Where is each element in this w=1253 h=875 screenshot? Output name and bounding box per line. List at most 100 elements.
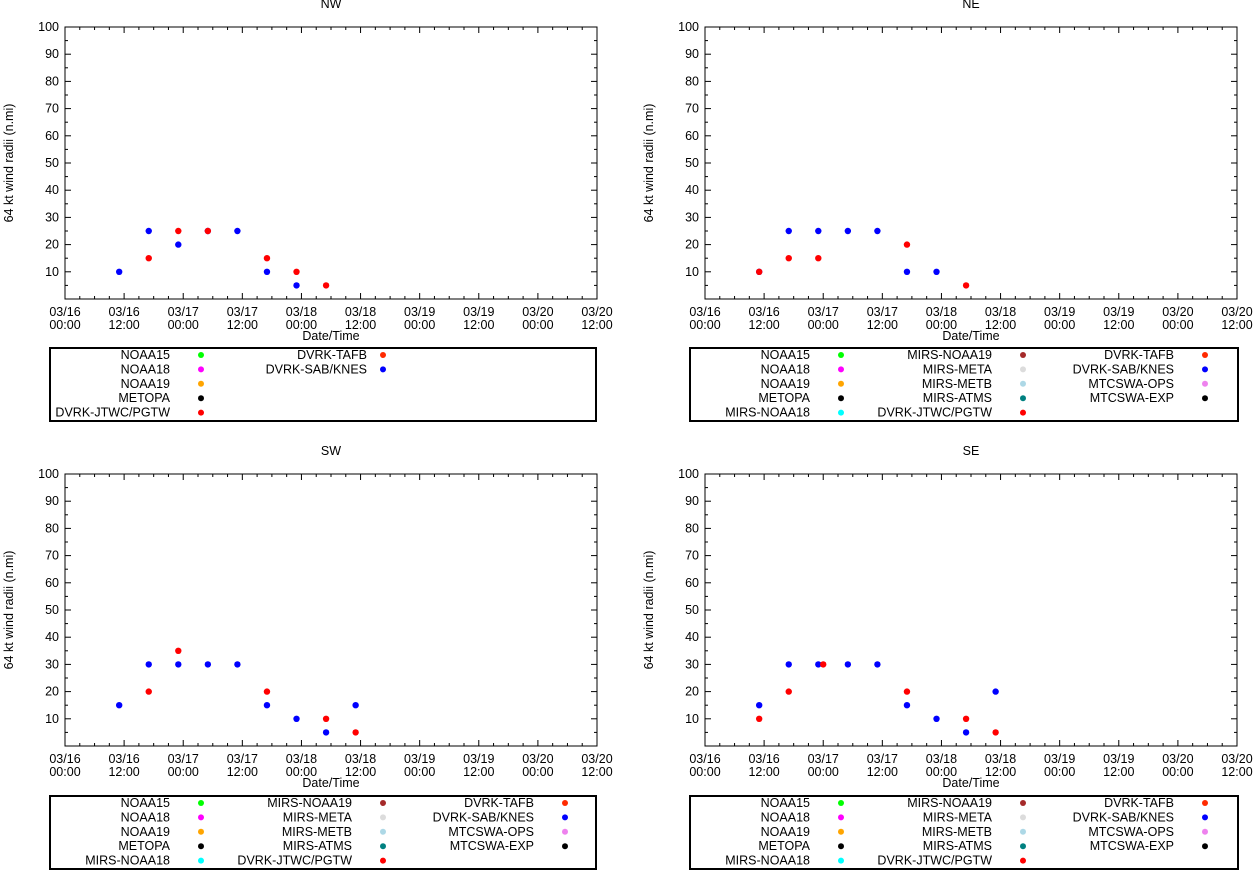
data-point-dvrk-jtwc-pgtw (175, 227, 182, 235)
legend-marker-mirs-metb (1020, 380, 1026, 387)
x-tick-label-time: 12:00 (463, 318, 494, 332)
legend-marker-mirs-noaa18 (838, 857, 844, 864)
panel-ne: NE10090807060504030201003/1600:0003/1612… (642, 0, 1253, 422)
data-point-dvrk-sab-knes (234, 661, 241, 668)
legend-label: NOAA19 (121, 377, 170, 391)
legend-label: METOPA (758, 839, 810, 853)
x-tick-label-date: 03/19 (1103, 305, 1134, 319)
legend-marker-noaa19 (838, 828, 844, 835)
x-tick-label-date: 03/17 (168, 752, 199, 766)
x-tick-label-date: 03/16 (689, 305, 720, 319)
legend-marker-noaa19 (198, 380, 204, 387)
legend-label: DVRK-JTWC/PGTW (877, 406, 992, 420)
x-axis-label: Date/Time (942, 776, 999, 790)
y-axis-label: 64 kt wind radii (n.mi) (2, 104, 16, 223)
x-tick-label-time: 00:00 (808, 765, 839, 779)
y-tick-label: 70 (45, 549, 59, 563)
legend-marker-noaa15 (838, 800, 844, 806)
legend-marker-dvrk-jtwc-pgtw (1020, 857, 1026, 864)
x-tick-label-time: 00:00 (926, 318, 957, 332)
legend-label: DVRK-TAFB (1104, 796, 1174, 810)
y-tick-label: 90 (45, 494, 59, 508)
legend-label: DVRK-TAFB (464, 796, 534, 810)
y-tick-label: 30 (685, 210, 699, 224)
x-tick-label-date: 03/20 (1162, 305, 1193, 319)
legend-marker-metopa (198, 843, 204, 850)
x-tick-label-date: 03/20 (1221, 305, 1252, 319)
legend-label: MIRS-METB (282, 825, 352, 839)
y-tick-label: 20 (685, 238, 699, 252)
legend-label: NOAA18 (121, 810, 170, 824)
x-tick-label-time: 12:00 (748, 765, 779, 779)
x-tick-label-time: 00:00 (808, 318, 839, 332)
data-point-dvrk-sab-knes (115, 268, 123, 275)
legend-label: DVRK-TAFB (297, 348, 367, 362)
x-tick-label-time: 00:00 (286, 318, 317, 332)
legend-marker-mirs-noaa19 (1020, 800, 1026, 806)
legend-label: MTCSWA-EXP (1090, 391, 1174, 405)
chart-title: NW (321, 0, 342, 11)
x-tick-label-date: 03/18 (286, 752, 317, 766)
legend-label: MIRS-META (923, 362, 993, 376)
x-axis-label: Date/Time (302, 329, 359, 343)
data-point-dvrk-jtwc-pgtw (322, 715, 330, 722)
x-tick-label-date: 03/18 (985, 752, 1016, 766)
legend-label: NOAA15 (761, 348, 810, 362)
data-point-dvrk-sab-knes (755, 702, 763, 709)
legend-marker-noaa18 (838, 366, 844, 373)
x-tick-label-date: 03/17 (808, 305, 839, 319)
legend-marker-dvrk-sab-knes (1202, 366, 1208, 373)
data-point-dvrk-sab-knes (322, 729, 330, 736)
data-point-dvrk-jtwc-pgtw (293, 268, 300, 275)
data-point-dvrk-sab-knes (293, 715, 300, 722)
legend-marker-mirs-meta (1020, 814, 1026, 821)
y-tick-label: 30 (45, 210, 59, 224)
legend-marker-metopa (838, 843, 844, 850)
x-tick-label-date: 03/20 (581, 752, 612, 766)
panel-sw: SW10090807060504030201003/1600:0003/1612… (2, 444, 613, 870)
legend-marker-dvrk-tafb (562, 800, 568, 806)
y-tick-label: 70 (45, 102, 59, 116)
legend-marker-dvrk-tafb (1202, 800, 1208, 806)
x-tick-label-date: 03/17 (227, 752, 258, 766)
x-tick-label-time: 00:00 (1162, 318, 1193, 332)
legend-label: DVRK-SAB/KNES (1073, 810, 1174, 824)
legend-marker-dvrk-sab-knes (380, 366, 386, 373)
x-tick-label-date: 03/16 (49, 752, 80, 766)
data-point-dvrk-jtwc-pgtw (263, 255, 271, 262)
legend-marker-mtcswa-exp (562, 843, 568, 850)
legend-label: NOAA19 (121, 825, 170, 839)
legend-marker-mtcswa-exp (1202, 395, 1208, 402)
data-point-dvrk-sab-knes (352, 702, 359, 709)
x-tick-label-date: 03/17 (227, 305, 258, 319)
legend-marker-mirs-noaa19 (1020, 352, 1026, 358)
x-tick-label-time: 12:00 (345, 318, 376, 332)
x-tick-label-date: 03/20 (522, 305, 553, 319)
x-tick-label-time: 12:00 (463, 765, 494, 779)
legend-label: METOPA (118, 391, 170, 405)
data-point-dvrk-sab-knes (145, 661, 152, 668)
x-tick-label-date: 03/18 (286, 305, 317, 319)
x-tick-label-date: 03/17 (168, 305, 199, 319)
y-tick-label: 10 (685, 265, 699, 279)
data-point-dvrk-sab-knes (263, 702, 271, 709)
x-tick-label-time: 12:00 (227, 318, 258, 332)
data-point-dvrk-sab-knes (992, 688, 999, 695)
x-tick-label-time: 00:00 (286, 765, 317, 779)
legend-label: NOAA19 (761, 377, 810, 391)
data-point-dvrk-jtwc-pgtw (992, 729, 999, 736)
data-point-dvrk-sab-knes (175, 661, 182, 668)
x-tick-label-date: 03/19 (1103, 752, 1134, 766)
x-tick-label-time: 00:00 (689, 765, 720, 779)
legend-marker-dvrk-jtwc-pgtw (380, 857, 386, 864)
y-tick-label: 80 (45, 521, 59, 535)
x-tick-label-time: 12:00 (867, 318, 898, 332)
data-point-dvrk-jtwc-pgtw (903, 241, 911, 248)
y-tick-label: 50 (685, 156, 699, 170)
data-point-dvrk-sab-knes (115, 702, 123, 709)
legend-box (49, 347, 597, 422)
x-tick-label-date: 03/19 (404, 752, 435, 766)
legend-label: NOAA19 (761, 825, 810, 839)
legend-label: MIRS-META (923, 810, 993, 824)
x-tick-label-time: 12:00 (1103, 765, 1134, 779)
